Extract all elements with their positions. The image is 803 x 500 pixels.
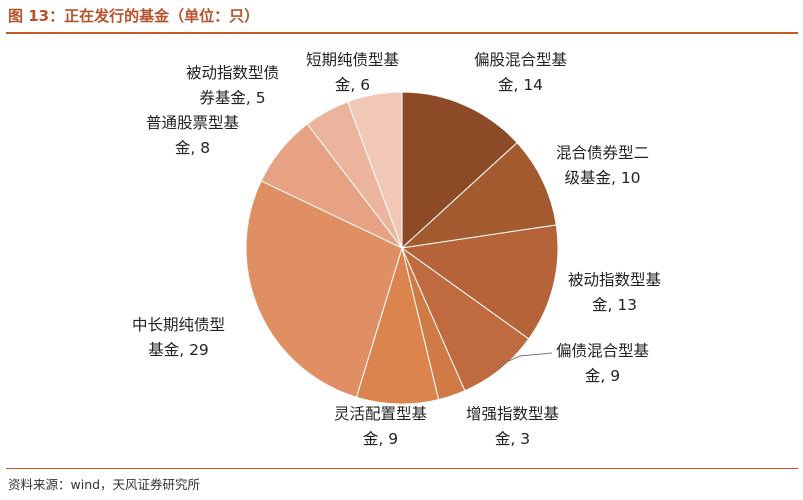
pie-slice (347, 91, 403, 249)
pie-slices (245, 91, 559, 405)
slice-label: 混合债券型二 级基金, 10 (556, 144, 650, 187)
slice-label: 灵活配置型基 金, 9 (334, 405, 428, 448)
source-rule (6, 468, 798, 469)
pie-slice (400, 224, 559, 340)
leader-line (497, 352, 553, 367)
slice-label: 增强指数型基 金, 3 (466, 405, 560, 448)
pie-slice (400, 141, 557, 249)
slice-label: 短期纯债型基 金, 6 (306, 51, 400, 94)
slice-label: 被动指数型债 券基金, 5 (186, 64, 280, 107)
slice-label: 偏债混合型基 金, 9 (556, 342, 650, 385)
source-note: 资料来源：wind，天风证券研究所 (8, 477, 201, 492)
slice-label: 普通股票型基 金, 8 (146, 114, 240, 157)
slice-label: 偏股混合型基 金, 14 (474, 51, 568, 94)
title-rule (6, 32, 798, 34)
slice-label: 中长期纯债型 基金, 29 (132, 316, 226, 359)
pie-slice (401, 91, 518, 250)
figure-title: 图 13：正在发行的基金（单位：只） (8, 7, 260, 25)
pie-slice (245, 180, 403, 398)
slice-label: 被动指数型基 金, 13 (568, 271, 662, 314)
